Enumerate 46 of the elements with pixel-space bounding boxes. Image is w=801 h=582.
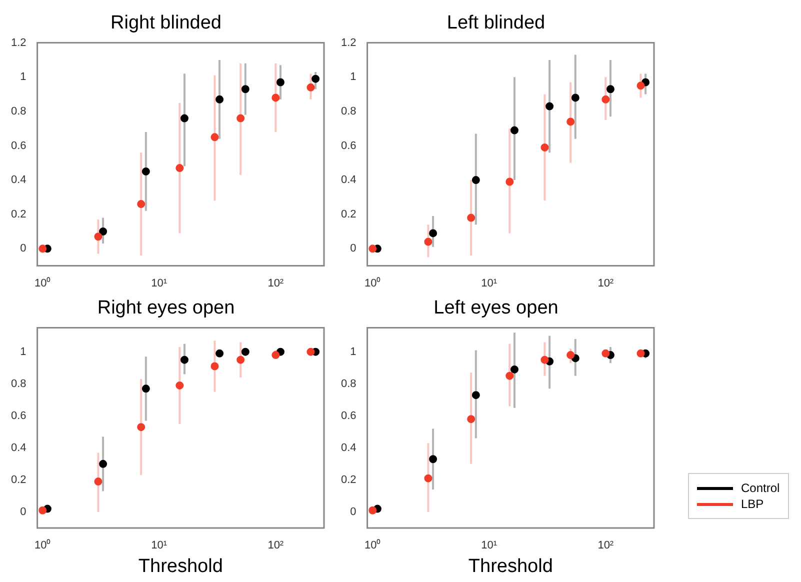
y-tick-label: 1 (20, 71, 26, 84)
x-tick-label: 10⁰ (34, 538, 51, 552)
y-tick-label: 0.6 (340, 140, 356, 152)
x-tick-label: 10¹ (151, 540, 168, 552)
y-tick-label: 1.2 (10, 36, 26, 49)
y-tick-label: 0.8 (10, 105, 26, 118)
y-tick-label: 1 (350, 71, 356, 84)
x-tick-label: 10¹ (151, 277, 168, 290)
x-tick-label: 10¹ (481, 277, 498, 290)
y-tick-label: 0.6 (340, 410, 356, 422)
y-tick-label: 0 (20, 242, 26, 255)
y-tick-label: 0.2 (340, 474, 356, 486)
x-tick-label: 10¹ (481, 540, 498, 552)
x-tick-label: 10² (268, 540, 284, 552)
y-tick-label: 0.4 (340, 174, 356, 186)
y-tick-label: 0 (350, 506, 356, 518)
chart-title: Left eyes open (434, 298, 558, 319)
x-tick-label: 10⁰ (364, 538, 381, 552)
y-tick-label: 0 (20, 506, 26, 518)
x-tick-label: 10⁰ (364, 276, 381, 290)
x-tick-label: 10⁰ (34, 276, 51, 290)
y-tick-label: 0 (350, 242, 356, 255)
y-tick-label: 0.8 (340, 378, 356, 390)
chart-title: Right eyes open (97, 298, 235, 319)
y-tick-label: 0.8 (340, 105, 356, 118)
x-axis-title: Threshold (138, 556, 223, 577)
y-tick-label: 0.6 (10, 410, 26, 422)
y-tick-label: 1 (20, 346, 26, 358)
y-tick-label: 0.2 (10, 208, 26, 220)
x-axis-title: Threshold (468, 556, 553, 577)
legend-label: LBP (741, 496, 764, 512)
chart-title: Left blinded (446, 12, 546, 34)
x-tick-label: 10² (268, 277, 284, 290)
x-tick-label: 10² (598, 540, 614, 552)
y-tick-label: 0.2 (10, 474, 26, 486)
legend-label: Control (741, 480, 780, 496)
y-tick-label: 0.4 (340, 442, 356, 454)
y-tick-label: 0.6 (10, 140, 26, 152)
x-tick-label: 10² (598, 277, 614, 290)
y-tick-label: 0.2 (340, 208, 356, 220)
y-tick-label: 0.8 (10, 378, 26, 390)
y-tick-label: 1 (350, 346, 356, 358)
y-tick-label: 0.4 (10, 442, 26, 454)
y-tick-label: 1.2 (340, 36, 356, 49)
chart-title: Right blinded (110, 12, 222, 34)
y-tick-label: 0.4 (10, 174, 26, 186)
